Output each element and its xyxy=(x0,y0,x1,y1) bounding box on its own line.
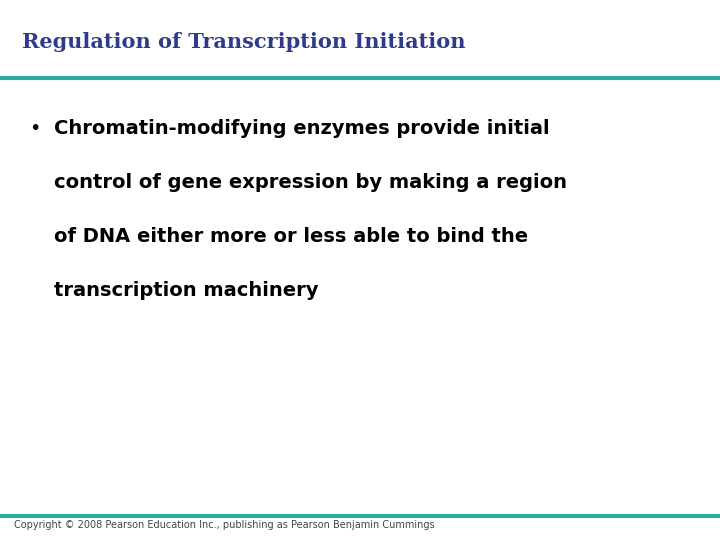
Text: transcription machinery: transcription machinery xyxy=(54,281,318,300)
Text: control of gene expression by making a region: control of gene expression by making a r… xyxy=(54,173,567,192)
Text: Copyright © 2008 Pearson Education Inc., publishing as Pearson Benjamin Cummings: Copyright © 2008 Pearson Education Inc.,… xyxy=(14,520,435,530)
Text: Regulation of Transcription Initiation: Regulation of Transcription Initiation xyxy=(22,32,465,52)
Text: •: • xyxy=(29,119,40,138)
Text: of DNA either more or less able to bind the: of DNA either more or less able to bind … xyxy=(54,227,528,246)
Text: Chromatin-modifying enzymes provide initial: Chromatin-modifying enzymes provide init… xyxy=(54,119,549,138)
